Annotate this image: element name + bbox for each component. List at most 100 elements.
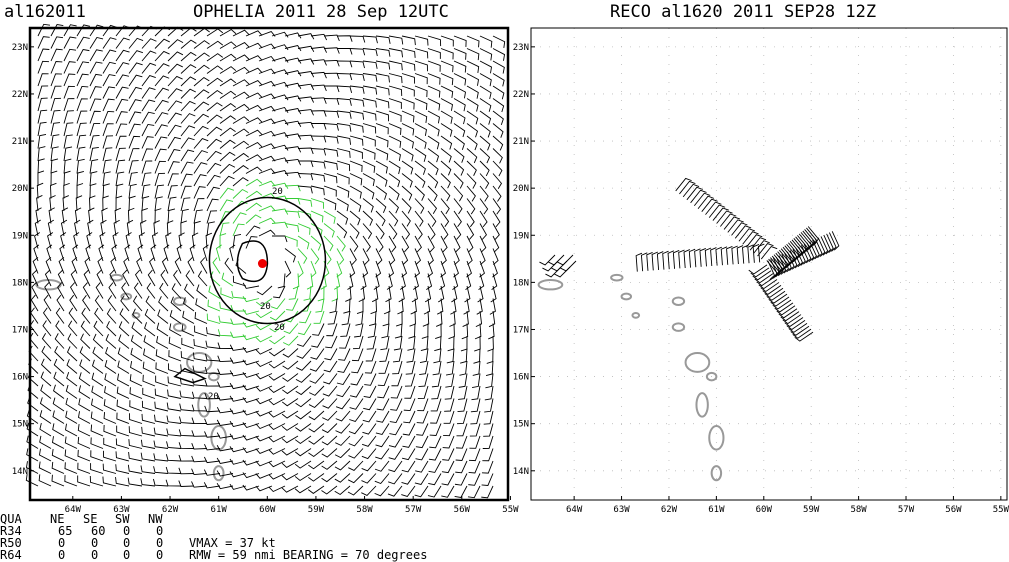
wind-barb (335, 410, 351, 422)
wind-barb (349, 123, 364, 133)
wind-barb (106, 321, 117, 337)
table-cell: R64 (0, 548, 22, 562)
wind-barb (191, 391, 208, 399)
wind-barb (427, 110, 440, 124)
wind-barb (258, 229, 276, 237)
wind-barb (217, 329, 234, 337)
x-tick-label: 57W (405, 505, 422, 515)
wind-barb (219, 103, 237, 112)
wind-barb (731, 222, 748, 236)
wind-barb (492, 98, 505, 113)
x-tick-label: 63W (113, 505, 130, 515)
wind-barb (76, 183, 84, 199)
wind-barb (484, 385, 494, 401)
wind-barb (388, 173, 401, 188)
wind-barb (351, 360, 364, 374)
wind-barb (119, 308, 130, 324)
wind-barb (67, 333, 78, 349)
wind-barb (361, 485, 377, 496)
wind-barb (245, 55, 263, 62)
wind-barb (375, 110, 389, 122)
wind-barb (34, 219, 41, 237)
wind-barb (115, 451, 130, 462)
wind-barb (271, 170, 289, 177)
wind-barb (466, 85, 479, 99)
wind-barb (720, 246, 728, 266)
wind-barb (453, 135, 465, 150)
wind-barb (789, 240, 801, 260)
wind-barb (69, 282, 78, 299)
wind-barb (377, 385, 390, 399)
wind-barb (205, 340, 221, 349)
wind-barb (723, 216, 741, 230)
wind-barb (35, 207, 42, 224)
wind-barb (115, 147, 126, 162)
wind-barb (167, 136, 182, 149)
wind-barb (323, 85, 340, 93)
wind-barb (450, 298, 457, 315)
wind-barb (440, 85, 454, 99)
table-cell: R50 (0, 536, 22, 550)
wind-barb (651, 251, 659, 271)
wind-barb (154, 75, 170, 87)
wind-barb (64, 462, 78, 474)
wind-barb (427, 73, 441, 85)
wind-barb (456, 423, 468, 437)
wind-barb (116, 399, 130, 412)
wind-barb (481, 460, 494, 474)
island (708, 425, 725, 451)
contour (236, 240, 269, 283)
wind-barb (206, 65, 223, 74)
wind-barb (297, 121, 314, 129)
island (197, 392, 211, 418)
wind-barb (284, 57, 302, 64)
wind-barb (57, 269, 65, 287)
y-tick-label: 14N (513, 467, 529, 477)
wind-barb (156, 322, 169, 337)
wind-barb (479, 198, 489, 215)
wind-barb (362, 185, 375, 200)
wind-barb (258, 180, 276, 187)
wind-barb (245, 202, 262, 212)
wind-barb (94, 307, 104, 324)
wind-barb (258, 105, 276, 112)
table-cell: 0 (123, 524, 130, 538)
wind-barb (191, 481, 208, 488)
wind-barb (245, 178, 263, 187)
wind-barb (492, 48, 506, 61)
wind-barb (388, 160, 401, 175)
wind-barb (757, 243, 774, 257)
wind-barb (269, 335, 286, 345)
wind-barb (336, 385, 351, 398)
wind-barb (167, 389, 182, 399)
wind-barb (128, 426, 143, 437)
wind-barb (488, 310, 496, 328)
wind-barb (58, 257, 65, 274)
wind-barb (92, 333, 104, 349)
wind-barb (485, 360, 494, 377)
wind-barb (414, 485, 429, 498)
wind-barb (89, 24, 104, 37)
wind-barb (37, 158, 45, 174)
wind-barb (281, 473, 299, 481)
wind-barb (414, 248, 422, 265)
wind-barb (71, 257, 78, 274)
wind-barb (297, 335, 312, 347)
wind-barb (242, 409, 260, 416)
wind-barb (115, 123, 128, 137)
wind-barb (750, 267, 770, 278)
wind-barb (166, 402, 182, 412)
wind-barb (283, 335, 299, 346)
wind-barb (457, 398, 468, 413)
wind-barb (403, 410, 416, 424)
wind-barb (296, 360, 312, 371)
wind-barb (445, 360, 455, 376)
wind-barb (256, 285, 273, 296)
wind-barb (206, 198, 219, 212)
wind-barb (122, 269, 130, 287)
wind-barb (271, 208, 289, 215)
wind-barb (103, 450, 117, 462)
wind-barb (441, 473, 455, 486)
wind-barb (91, 359, 104, 374)
wind-barb (174, 257, 182, 274)
